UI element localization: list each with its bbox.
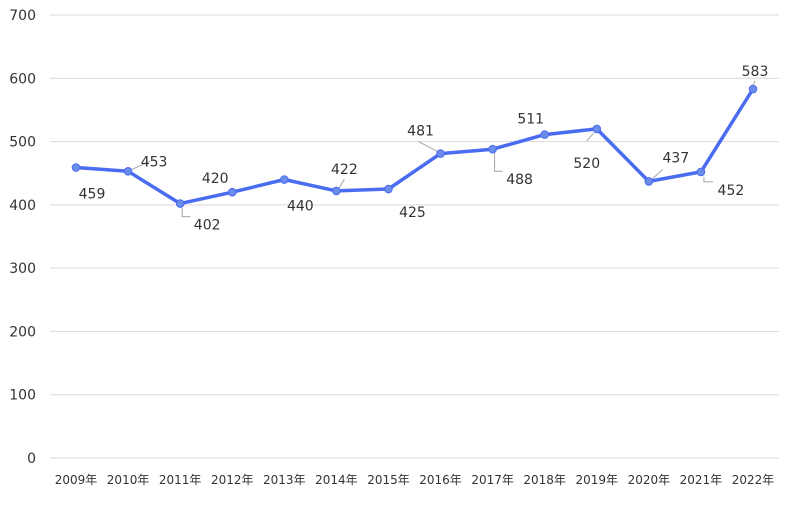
x-tick-label: 2019年	[575, 473, 618, 487]
y-tick-label: 200	[9, 324, 36, 340]
data-point	[540, 130, 549, 139]
x-tick-label: 2011年	[159, 473, 202, 487]
data-labels: 459 453 402 420 440 422 425 481 488 511 520 437 452 5…	[79, 64, 769, 234]
data-point	[384, 184, 393, 194]
y-tick-label: 300	[9, 261, 36, 277]
x-axis: 2009年 2010年 2011年 2012年 2013年 2014年 2015年 2016年…	[55, 473, 775, 487]
x-tick-label: 2013年	[263, 473, 306, 487]
y-tick-label: 0	[27, 451, 36, 467]
data-label: 511	[517, 112, 544, 128]
data-point	[280, 175, 289, 184]
label-leader-line	[652, 169, 664, 179]
data-label: 422	[331, 162, 358, 178]
data-point	[332, 186, 341, 196]
x-tick-label: 2020年	[628, 473, 671, 487]
label-leader-line	[752, 80, 756, 86]
gridlines	[50, 14, 779, 459]
data-label: 425	[399, 205, 426, 221]
data-label: 420	[202, 171, 229, 187]
data-label: 453	[141, 154, 168, 170]
x-tick-label: 2012年	[211, 473, 254, 487]
x-tick-label: 2014年	[315, 473, 358, 487]
data-label: 481	[407, 124, 434, 140]
data-point	[592, 124, 602, 134]
data-point	[696, 167, 706, 177]
data-label: 488	[506, 172, 533, 188]
data-label: 452	[718, 183, 745, 199]
data-point	[488, 144, 497, 154]
x-tick-label: 2015年	[367, 473, 410, 487]
label-leader-line	[181, 207, 191, 218]
data-point	[436, 149, 445, 158]
y-axis: 0 100 200 300 400 500 600 700	[9, 8, 36, 467]
data-label: 520	[573, 156, 600, 172]
x-tick-label: 2018年	[523, 473, 566, 487]
series-line	[74, 87, 755, 206]
label-leader-line	[418, 141, 438, 153]
y-tick-label: 700	[9, 8, 36, 24]
x-tick-label: 2017年	[471, 473, 514, 487]
y-tick-label: 500	[9, 135, 36, 151]
data-point	[644, 177, 654, 186]
y-tick-label: 100	[9, 388, 36, 404]
data-label: 440	[287, 199, 314, 215]
data-label: 459	[79, 187, 106, 203]
data-point	[123, 167, 133, 176]
label-leader-lines	[131, 80, 756, 218]
label-leader-line	[586, 132, 595, 142]
label-leader-line	[494, 153, 503, 172]
y-tick-label: 400	[9, 198, 36, 214]
data-label: 437	[662, 150, 689, 166]
data-point	[175, 199, 185, 208]
label-leader-line	[131, 160, 151, 170]
x-tick-label: 2009年	[55, 473, 98, 487]
label-leader-line	[703, 176, 713, 183]
x-tick-label: 2022年	[732, 473, 775, 487]
data-label: 583	[742, 64, 769, 80]
data-point	[748, 84, 758, 94]
data-point	[71, 163, 81, 172]
data-label: 402	[194, 218, 221, 234]
data-point	[227, 187, 237, 197]
data-series	[71, 84, 758, 208]
y-tick-label: 600	[9, 71, 36, 87]
x-tick-label: 2010年	[107, 473, 150, 487]
x-tick-label: 2016年	[419, 473, 462, 487]
x-tick-label: 2021年	[680, 473, 723, 487]
label-leader-line	[338, 178, 345, 189]
